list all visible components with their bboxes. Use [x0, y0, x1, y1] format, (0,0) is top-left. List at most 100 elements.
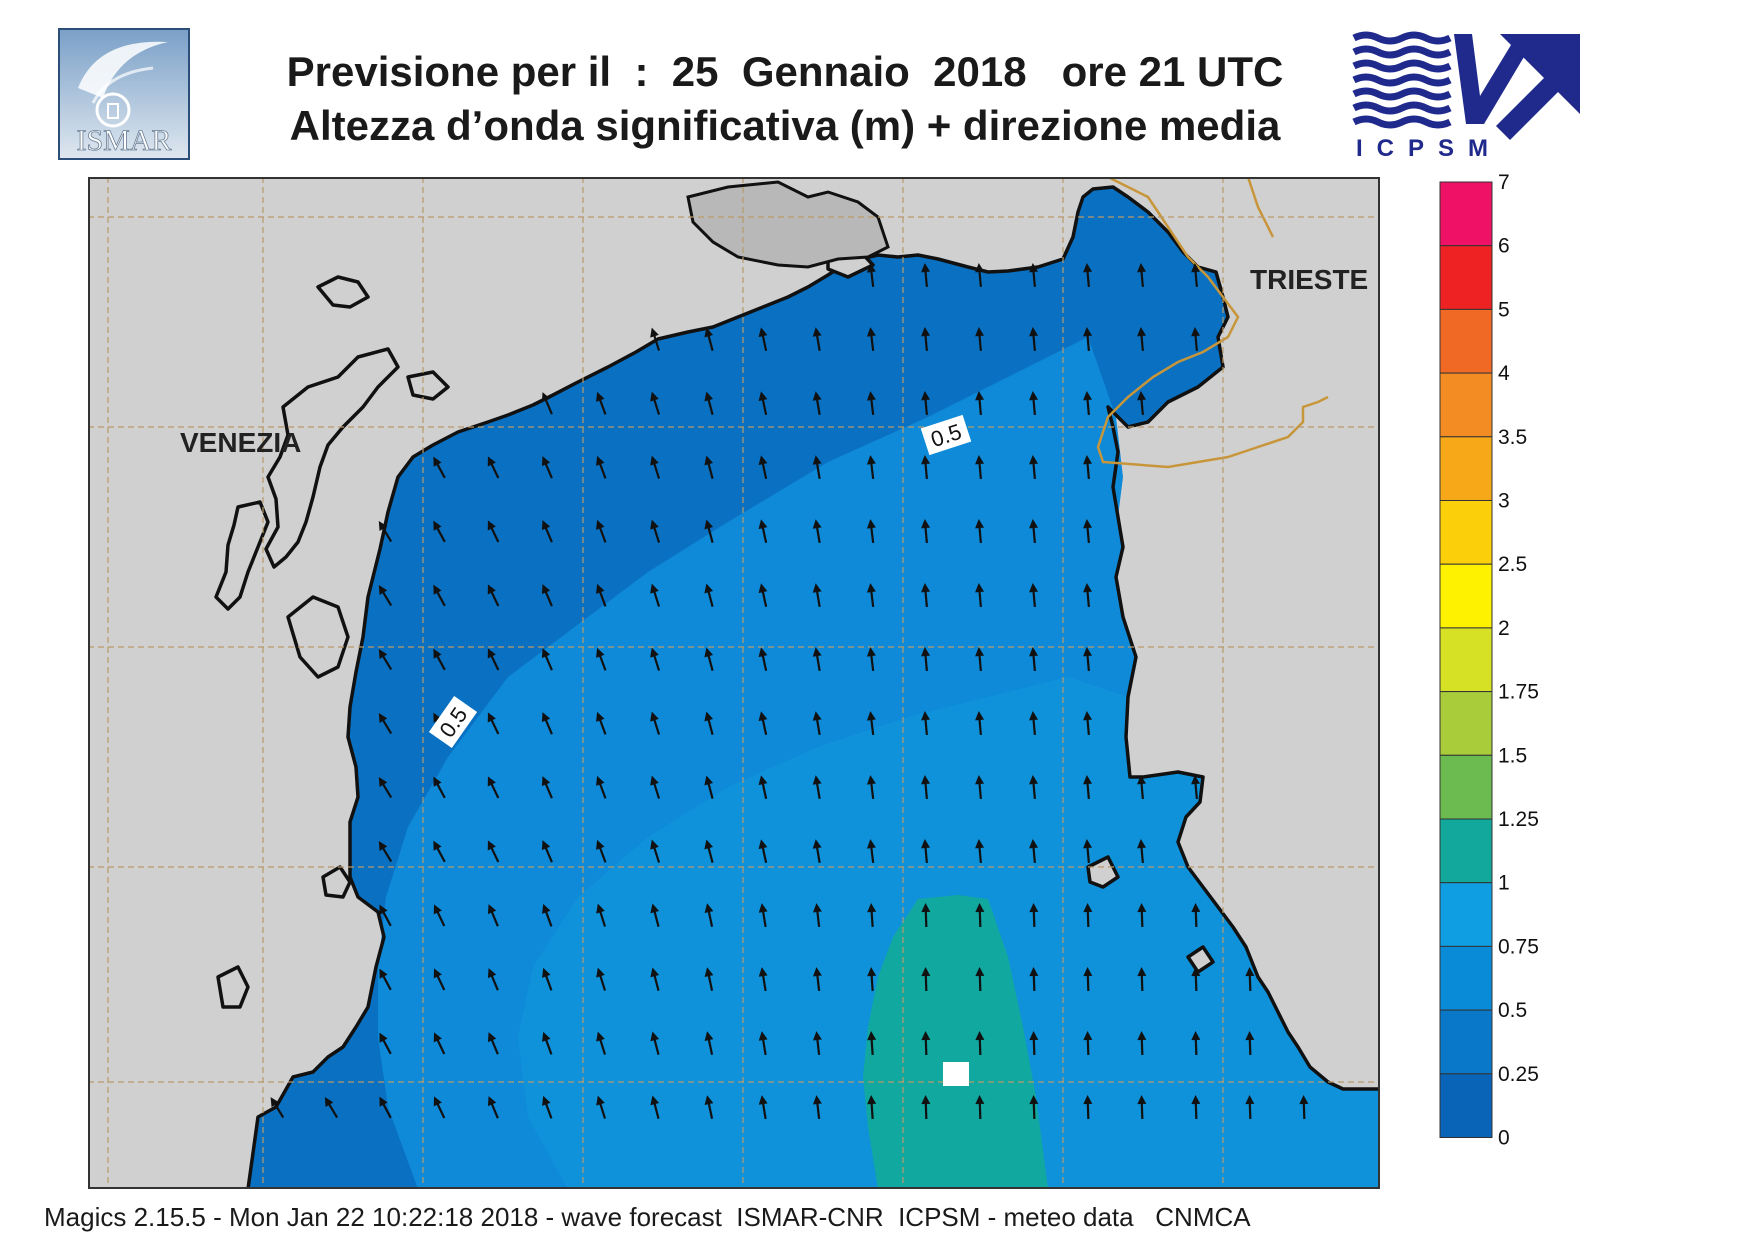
wave-direction-arrow [1029, 519, 1039, 544]
color-scale-label: 6 [1498, 235, 1510, 258]
color-scale-box [1439, 245, 1493, 310]
wave-direction-arrow [1029, 263, 1039, 288]
color-scale-label: 1.25 [1498, 808, 1539, 831]
wave-direction-arrow [1191, 263, 1201, 288]
wave-direction-arrow [270, 1097, 285, 1119]
wave-direction-arrow [1083, 711, 1093, 736]
wave-direction-arrow [379, 904, 392, 927]
wave-direction-arrow [758, 327, 768, 352]
wave-direction-arrow [1083, 583, 1093, 608]
wave-direction-arrow [758, 455, 768, 480]
color-scale-box [1439, 181, 1493, 247]
wave-direction-arrow [542, 967, 553, 991]
wave-direction-arrow [921, 967, 931, 992]
color-scale-label: 0.75 [1498, 935, 1539, 958]
wave-direction-arrow [433, 456, 446, 479]
wave-direction-arrow [975, 1031, 985, 1056]
wave-direction-arrow [1029, 711, 1039, 736]
wave-direction-arrow [650, 903, 660, 927]
wave-direction-arrow [596, 775, 607, 799]
wave-direction-arrow [1137, 1031, 1147, 1056]
wave-direction-arrow [650, 1031, 660, 1055]
wave-direction-arrow [866, 263, 876, 288]
wave-direction-arrow [704, 519, 714, 543]
wave-direction-arrow [1137, 391, 1147, 416]
wave-direction-arrow [1083, 967, 1093, 992]
wave-direction-arrow [596, 455, 607, 479]
wave-direction-arrow [704, 903, 714, 928]
wave-direction-arrow [1245, 1031, 1255, 1056]
wave-direction-arrow [812, 711, 822, 736]
wave-direction-arrow [487, 1096, 499, 1119]
wave-direction-arrow [650, 1095, 660, 1119]
wave-direction-arrow [867, 1031, 877, 1056]
wave-direction-arrow [650, 455, 661, 479]
wave-direction-arrow [866, 711, 876, 736]
color-scale-box [1439, 436, 1493, 501]
color-scale-labels: 7 6 5 4 3.5 3 2.5 2 1.75 1.5 1.25 1 0.75 0.5 0.25 0 [1498, 171, 1539, 1150]
wave-direction-arrow [487, 456, 500, 479]
wave-direction-arrow [812, 775, 822, 800]
wave-direction-arrow [541, 776, 553, 799]
color-scale-label: 1.5 [1498, 744, 1527, 767]
wave-direction-arrow [1137, 263, 1147, 288]
wave-direction-arrow [704, 967, 714, 992]
wave-direction-arrow [921, 839, 931, 864]
wave-direction-arrow [650, 327, 661, 351]
wave-direction-arrow [487, 776, 500, 799]
wave-direction-arrow [812, 903, 822, 928]
wave-direction-arrow [921, 263, 931, 288]
wave-direction-arrow [758, 519, 768, 544]
wave-direction-arrow [1083, 327, 1093, 352]
wave-direction-arrow [975, 711, 985, 736]
wave-direction-arrow [866, 519, 876, 544]
wave-direction-arrow [487, 968, 499, 991]
wave-direction-arrow [975, 391, 985, 416]
wave-direction-arrow [975, 775, 985, 800]
wave-direction-arrow [433, 520, 446, 543]
map-frame [88, 177, 1380, 1189]
ismar-logo-text: ISMAR [76, 124, 171, 157]
wave-direction-arrow [542, 1031, 553, 1055]
wave-direction-arrow [867, 967, 877, 992]
wave-direction-arrow [433, 648, 446, 671]
wave-direction-arrow [433, 904, 446, 927]
wave-direction-arrow [1137, 967, 1147, 992]
wave-direction-arrow [542, 903, 553, 927]
wave-direction-arrow [866, 455, 876, 480]
wave-direction-arrow [921, 519, 931, 544]
wave-direction-arrow [1083, 903, 1093, 928]
color-scale-label: 2 [1498, 617, 1510, 640]
color-scale-label: 4 [1498, 362, 1510, 385]
city-label-trieste: TRIESTE [1250, 264, 1368, 295]
wave-direction-arrow [650, 647, 661, 671]
color-scale-box [1439, 563, 1493, 629]
wave-direction-arrow [542, 1095, 553, 1119]
wave-direction-arrow [541, 392, 553, 415]
wave-direction-arrow [704, 391, 714, 415]
wave-direction-arrow [1191, 1095, 1201, 1120]
wave-direction-arrow [1083, 519, 1093, 544]
wave-direction-arrow [758, 647, 768, 672]
wave-direction-arrow [596, 1031, 607, 1055]
wave-direction-arrow [541, 648, 553, 671]
wave-direction-arrow [596, 711, 607, 735]
wave-direction-arrow [1191, 903, 1201, 928]
wave-direction-arrow [758, 967, 768, 992]
wave-direction-arrow [866, 775, 876, 800]
wave-direction-arrow [1083, 263, 1093, 288]
wave-direction-arrow [866, 583, 876, 608]
wave-direction-arrow [812, 839, 822, 864]
wave-direction-arrow [487, 520, 500, 543]
wave-direction-arrow [1083, 647, 1093, 672]
wave-direction-arrow [1029, 967, 1039, 992]
national-border [1096, 177, 1329, 469]
wave-direction-arrow [921, 455, 931, 480]
lagoon-marano [686, 180, 890, 269]
sea-area-high [863, 895, 1048, 1189]
wave-direction-arrow [704, 1031, 714, 1056]
title-line-2: Altezza d’onda significativa (m) + direz… [289, 102, 1281, 149]
wave-direction-arrow [812, 455, 822, 480]
wave-direction-arrow [433, 584, 446, 607]
wave-direction-arrow [378, 777, 393, 799]
